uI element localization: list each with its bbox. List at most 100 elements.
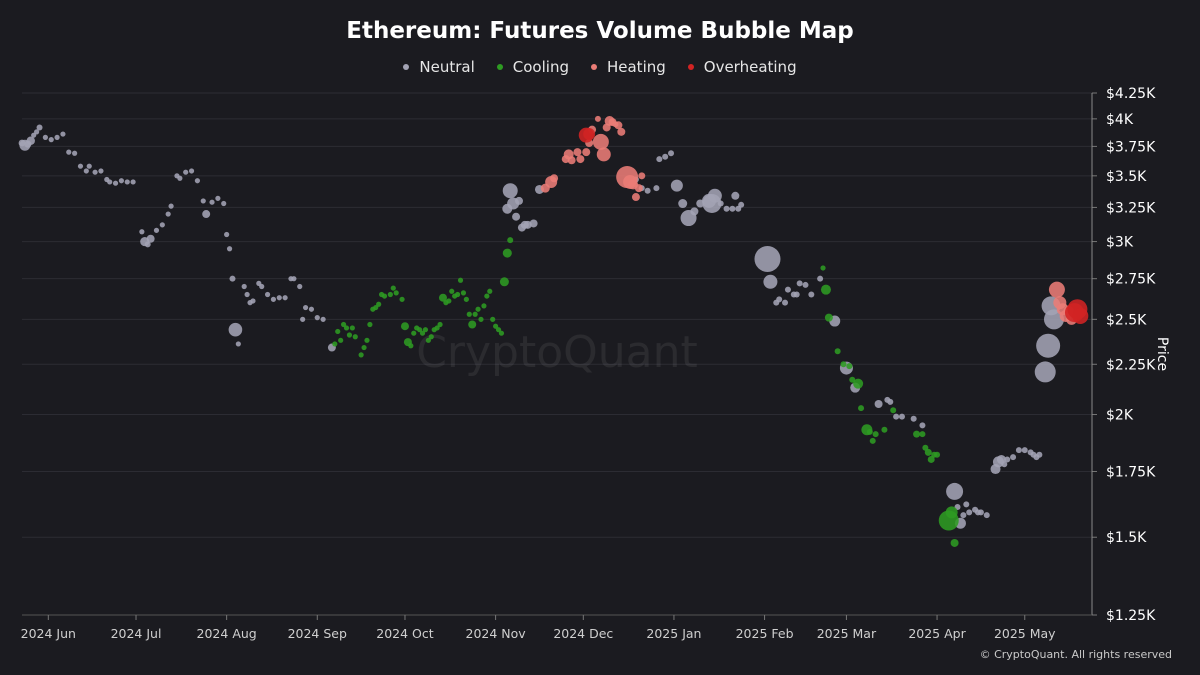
bubble-cooling xyxy=(493,323,499,329)
bubble-neutral xyxy=(226,246,233,252)
bubble-neutral xyxy=(717,200,724,207)
bubble-overheating xyxy=(1072,307,1089,324)
bubble-neutral xyxy=(966,509,973,516)
bubble-cooling xyxy=(872,431,879,438)
x-tick-label: 2024 Nov xyxy=(466,626,527,641)
bubble-cooling xyxy=(945,506,958,519)
bubble-cooling xyxy=(472,311,478,317)
legend-dot-neutral xyxy=(403,64,410,70)
bubble-cooling xyxy=(399,296,405,302)
bubble-cooling xyxy=(866,428,873,435)
bubble-neutral xyxy=(898,413,905,420)
bubble-neutral xyxy=(36,124,43,131)
watermark-text: CryptoQuant xyxy=(416,327,698,378)
bubble-neutral xyxy=(796,280,803,287)
bubble-neutral xyxy=(817,275,824,282)
bubble-cooling xyxy=(400,322,409,331)
bubble-cooling xyxy=(475,306,481,312)
bubble-neutral xyxy=(1043,309,1064,330)
bubble-cooling xyxy=(434,325,440,331)
bubble-neutral xyxy=(259,283,265,290)
legend-label-overheating: Overheating xyxy=(703,58,797,76)
bubble-heating xyxy=(631,193,640,202)
bubble-neutral xyxy=(165,211,171,217)
x-tick-label: 2025 Apr xyxy=(908,626,966,641)
bubble-cooling xyxy=(340,321,347,328)
bubble-neutral xyxy=(107,179,113,185)
bubble-heating xyxy=(638,172,646,180)
y-tick-label: $1.75K xyxy=(1106,464,1156,480)
legend-item-heating[interactable]: Heating xyxy=(590,58,666,76)
bubble-neutral xyxy=(202,210,211,219)
bubble-neutral xyxy=(86,163,92,169)
bubble-heating xyxy=(592,133,609,150)
bubble-neutral xyxy=(529,219,538,228)
y-tick-label: $3.5K xyxy=(1106,169,1147,185)
bubble-heating xyxy=(582,148,591,157)
bubble-neutral xyxy=(1036,333,1061,358)
x-tick-label: 2024 Aug xyxy=(197,626,257,641)
bubble-neutral xyxy=(874,399,883,408)
bubble-neutral xyxy=(919,422,926,429)
bubble-neutral xyxy=(250,298,256,304)
bubble-cooling xyxy=(437,321,443,328)
legend-dot-overheating xyxy=(687,64,694,70)
bubble-neutral xyxy=(188,168,195,174)
bubble-neutral xyxy=(302,304,309,311)
x-tick-label: 2024 Oct xyxy=(376,626,433,641)
bubble-neutral xyxy=(221,200,227,207)
bubble-neutral xyxy=(224,231,230,238)
x-tick-label: 2025 May xyxy=(994,626,1056,641)
bubble-neutral xyxy=(26,136,35,145)
y-tick-label: $2.25K xyxy=(1106,357,1156,373)
legend-label-neutral: Neutral xyxy=(419,58,475,76)
chart-title: Ethereum: Futures Volume Bubble Map xyxy=(346,18,854,44)
bubble-cooling xyxy=(498,330,505,336)
bubble-neutral xyxy=(738,201,745,208)
bubble-cooling xyxy=(834,348,841,355)
y-axis-label: Price xyxy=(1154,337,1170,371)
bubble-neutral xyxy=(194,178,201,184)
bubble-cooling xyxy=(457,277,464,283)
y-tick-label: $2K xyxy=(1106,408,1134,424)
bubble-cooling xyxy=(343,325,350,331)
bubble-neutral xyxy=(241,283,247,290)
bubble-neutral xyxy=(300,316,306,322)
legend-item-cooling[interactable]: Cooling xyxy=(496,58,569,76)
bubble-neutral xyxy=(502,183,518,199)
bubble-cooling xyxy=(507,237,514,244)
legend-item-neutral[interactable]: Neutral xyxy=(403,58,475,76)
bubble-neutral xyxy=(66,149,72,155)
x-tick-label: 2024 Jun xyxy=(21,626,76,641)
bubble-neutral xyxy=(668,150,675,157)
bubble-cooling xyxy=(487,288,493,294)
bubble-neutral xyxy=(782,299,789,306)
bubble-cooling xyxy=(349,325,355,331)
x-tick-label: 2024 Dec xyxy=(553,626,613,641)
bubble-neutral xyxy=(670,179,683,192)
bubble-neutral xyxy=(235,341,241,347)
bubble-neutral xyxy=(678,199,688,209)
bubble-cooling xyxy=(820,284,831,295)
bubble-heating xyxy=(617,127,626,136)
bubble-cooling xyxy=(466,311,472,317)
y-tick-label: $4K xyxy=(1106,112,1134,128)
bubble-neutral xyxy=(731,191,740,200)
bubble-cooling xyxy=(335,328,341,335)
bubble-cooling xyxy=(950,538,959,547)
bubble-neutral xyxy=(776,296,783,303)
bubble-cooling xyxy=(858,405,865,412)
bubble-neutral xyxy=(977,509,984,516)
bubble-neutral xyxy=(229,275,236,282)
legend-item-overheating[interactable]: Overheating xyxy=(687,58,797,76)
bubble-neutral xyxy=(98,168,104,174)
bubble-overheating xyxy=(583,128,596,141)
copyright-footer: © CryptoQuant. All rights reserved xyxy=(979,648,1172,661)
bubble-neutral xyxy=(784,286,791,293)
x-tick-label: 2025 Jan xyxy=(646,626,701,641)
bubble-neutral xyxy=(690,207,699,216)
bubble-cooling xyxy=(824,313,833,322)
bubble-neutral xyxy=(72,150,78,156)
bubble-cooling xyxy=(446,298,452,304)
